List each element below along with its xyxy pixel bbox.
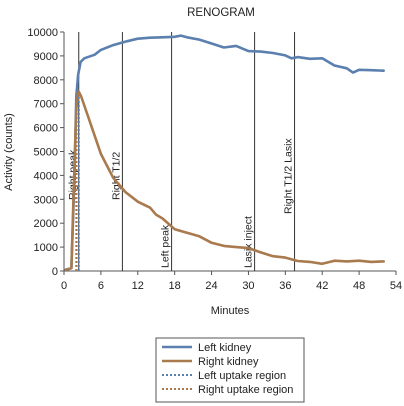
legend-label: Left kidney [198, 342, 252, 354]
x-tick-label: 0 [61, 280, 67, 292]
x-tick-label: 6 [98, 280, 104, 292]
series-line [64, 34, 385, 272]
marker-label: Right T1/2 [110, 152, 122, 200]
legend: Left kidney Right kidney Left uptake regio… [155, 337, 305, 403]
x-tick-label: 18 [169, 280, 181, 292]
y-tick-label: 6000 [34, 123, 58, 135]
y-tick-label: 2000 [34, 218, 58, 230]
marker-label: Lasix inject [243, 216, 255, 268]
x-tick-label: 48 [353, 280, 365, 292]
x-tick-label: 24 [205, 280, 217, 292]
marker-label: Right T1/2 Lasix [283, 138, 295, 214]
legend-label: Right uptake region [198, 384, 293, 396]
legend-box [155, 337, 305, 403]
y-tick-label: 4000 [34, 170, 58, 182]
chart-title: RENOGRAM [187, 7, 255, 19]
y-tick-label: 1000 [34, 242, 58, 254]
x-tick-label: 54 [390, 280, 402, 292]
x-axis-label: Minutes [211, 305, 250, 317]
y-tick-label: 3000 [34, 194, 58, 206]
y-axis-label: Activity (counts) [3, 113, 15, 191]
y-tick-label: 5000 [34, 147, 58, 159]
y-tick-label: 9000 [34, 51, 58, 63]
legend-label: Left uptake region [198, 370, 286, 382]
series-line [64, 90, 385, 272]
x-tick-label: 36 [279, 280, 291, 292]
y-tick-label: 10000 [27, 27, 58, 39]
legend-label: Right kidney [198, 356, 259, 368]
y-axis-ticks: 0 1000 2000 3000 4000 5000 6000 7000 8000 9000 100… [27, 27, 64, 278]
y-tick-label: 8000 [34, 75, 58, 87]
x-tick-label: 42 [316, 280, 328, 292]
series-layer [64, 34, 385, 272]
x-axis-ticks: 0 6 12 18 24 30 36 42 48 54 [61, 271, 402, 292]
y-tick-label: 7000 [34, 99, 58, 111]
x-tick-label: 12 [132, 280, 144, 292]
x-tick-label: 30 [242, 280, 254, 292]
y-tick-label: 0 [52, 266, 58, 278]
marker-label: Left peak [160, 224, 172, 268]
